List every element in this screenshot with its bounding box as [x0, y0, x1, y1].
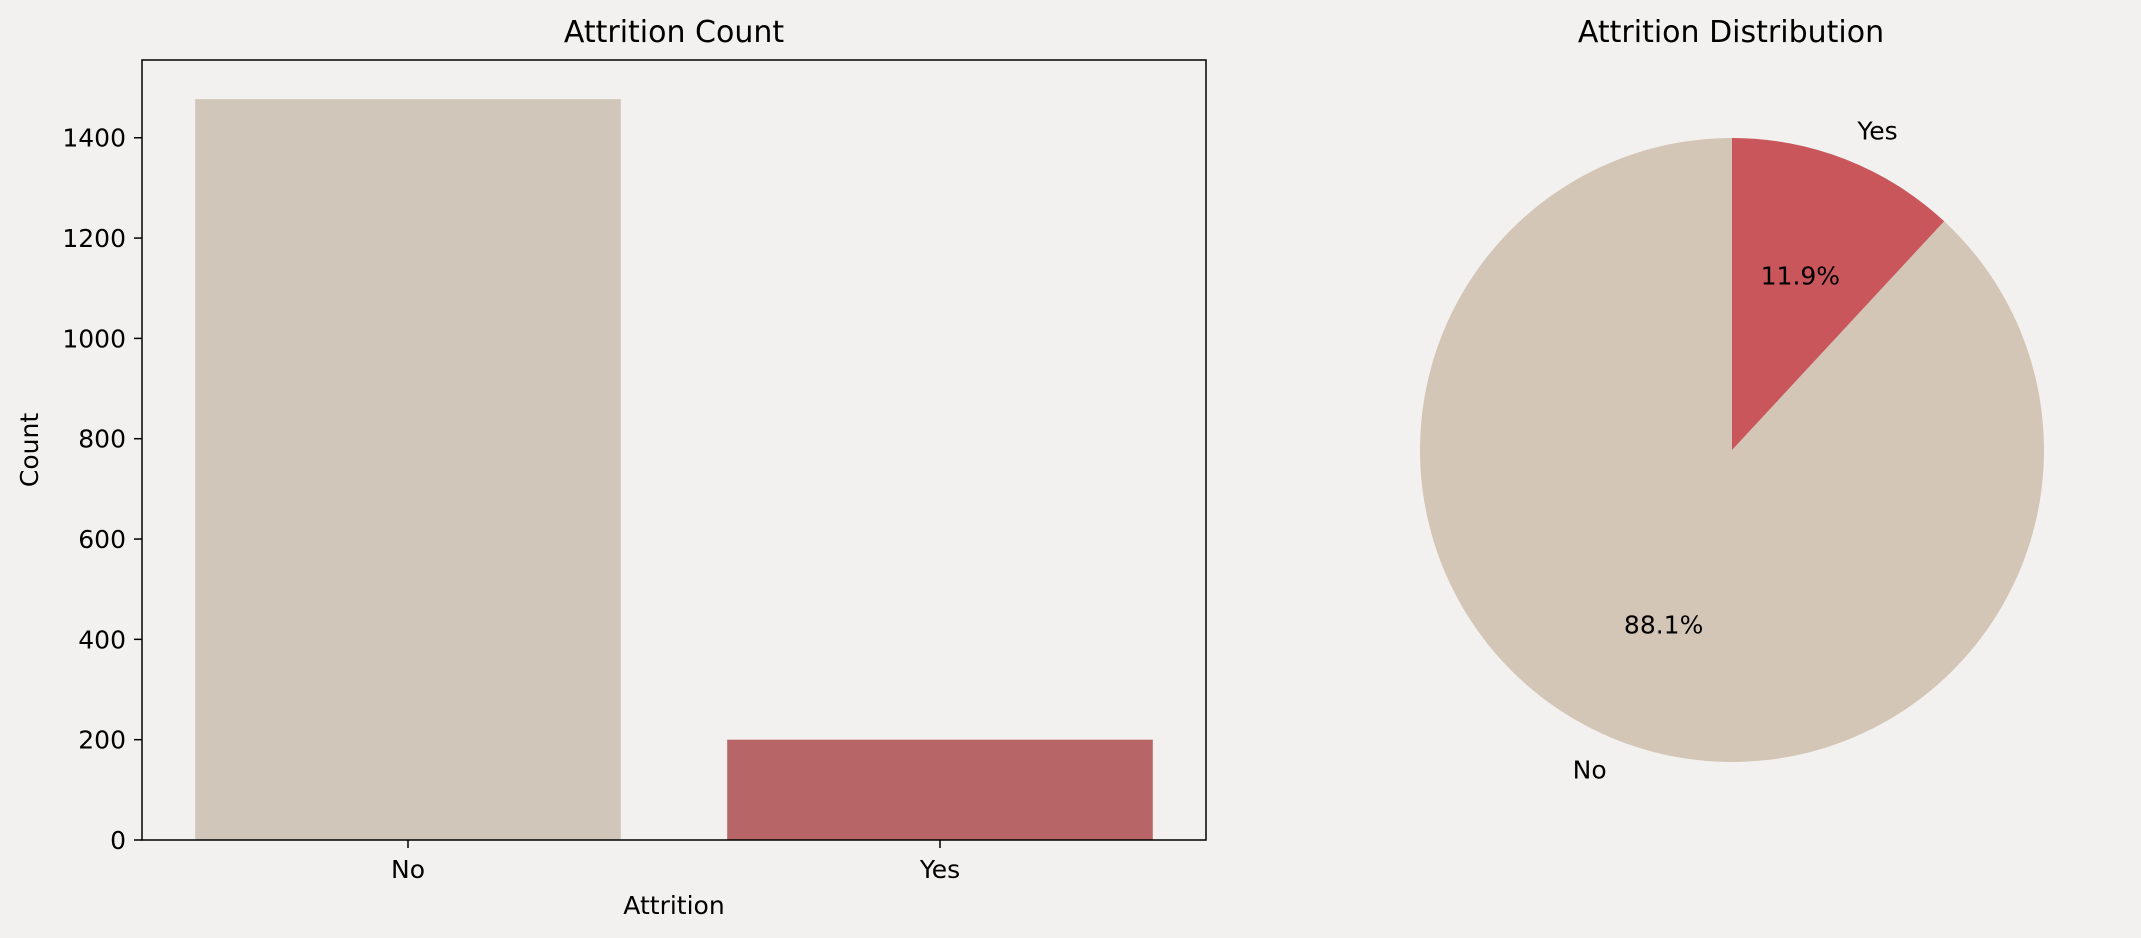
x-axis-label: Attrition [623, 891, 724, 920]
pie-plot-area: No 88.1% Yes 11.9% [1419, 117, 2044, 784]
pie-label: No [1573, 755, 1607, 784]
pie-slice-yes [1732, 138, 1945, 450]
pie-chart: Attrition Distribution No 88.1% Yes 11.9% [1419, 15, 2044, 784]
y-tick-label: 1000 [62, 324, 126, 353]
bar-plot-area: No Yes 0 200 400 600 800 1000 1200 1400 [62, 59, 1207, 884]
pie-label: Yes [1856, 117, 1897, 146]
y-tick-label: 600 [78, 525, 126, 554]
y-tick-label: 1400 [62, 124, 126, 153]
bar-yes [727, 739, 1153, 840]
y-axis-label: Count [15, 413, 44, 487]
y-tick-label: 1200 [62, 224, 126, 253]
y-tick-label: 400 [78, 625, 126, 654]
bar-chart-title: Attrition Count [564, 15, 785, 50]
pie-percent-label: 11.9% [1761, 262, 1840, 291]
x-tick-label: No [391, 855, 425, 884]
bar-chart: Attrition Count No Yes 0 200 400 600 800 1000 12… [15, 15, 1207, 920]
y-tick-label: 200 [78, 726, 126, 755]
x-tick-label: Yes [919, 855, 960, 884]
bar-no [195, 99, 621, 840]
pie-percent-label: 88.1% [1624, 610, 1703, 639]
bar-plot-frame [141, 59, 1207, 841]
y-tick-label: 800 [78, 425, 126, 454]
y-tick-label: 0 [110, 826, 126, 855]
pie-chart-title: Attrition Distribution [1578, 15, 1884, 50]
